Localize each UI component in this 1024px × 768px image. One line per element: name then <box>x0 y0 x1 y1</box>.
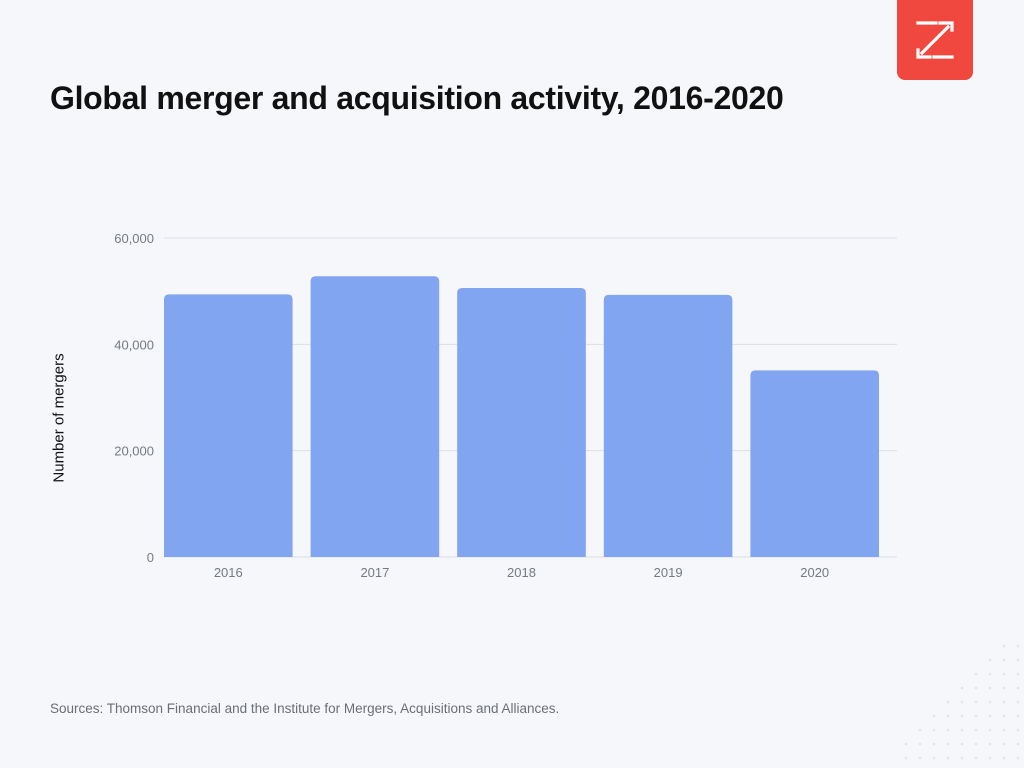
z-arrows-logo-icon <box>916 21 954 59</box>
decorative-dot <box>946 728 950 732</box>
decorative-dot <box>974 714 978 718</box>
x-tick-label: 2019 <box>654 565 683 580</box>
decorative-dot <box>988 672 992 676</box>
x-tick-label: 2016 <box>214 565 243 580</box>
decorative-dot <box>960 714 964 718</box>
decorative-dot <box>946 700 950 704</box>
bar <box>750 370 879 557</box>
decorative-dot <box>988 728 992 732</box>
decorative-dot <box>974 756 978 760</box>
decorative-dot <box>1002 658 1006 662</box>
decorative-dot <box>988 686 992 690</box>
decorative-dot <box>1016 658 1020 662</box>
source-note: Sources: Thomson Financial and the Insti… <box>50 701 560 716</box>
decorative-dot <box>946 714 950 718</box>
decorative-dot <box>960 756 964 760</box>
bar <box>457 287 586 557</box>
decorative-dot <box>1002 714 1006 718</box>
decorative-dot <box>918 742 922 746</box>
decorative-dot <box>918 756 922 760</box>
decorative-dot <box>960 686 964 690</box>
decorative-dot <box>1016 644 1020 648</box>
decorative-dot <box>904 756 908 760</box>
decorative-dot <box>1002 742 1006 746</box>
x-tick-label: 2018 <box>507 565 536 580</box>
decorative-dot <box>1016 756 1020 760</box>
decorative-dot <box>988 658 992 662</box>
bar <box>310 276 440 557</box>
decorative-dot <box>946 756 950 760</box>
decorative-dot <box>1016 700 1020 704</box>
decorative-dot <box>904 742 908 746</box>
y-tick-label: 60,000 <box>114 231 154 246</box>
x-tick-label: 2020 <box>800 565 829 580</box>
decorative-dot <box>1016 714 1020 718</box>
chart-title: Global merger and acquisition activity, … <box>50 80 784 116</box>
decorative-dot <box>1016 672 1020 676</box>
decorative-dot <box>1002 644 1006 648</box>
decorative-dot <box>1002 672 1006 676</box>
decorative-dot <box>932 742 936 746</box>
decorative-dot <box>960 700 964 704</box>
decorative-dot <box>1002 700 1006 704</box>
decorative-dot <box>1016 742 1020 746</box>
decorative-dot <box>974 686 978 690</box>
decorative-dot <box>974 700 978 704</box>
decorative-dot-pattern <box>904 644 1020 760</box>
decorative-dot <box>974 742 978 746</box>
decorative-dot <box>988 714 992 718</box>
decorative-dot <box>946 742 950 746</box>
decorative-dot <box>918 728 922 732</box>
decorative-dot <box>1016 728 1020 732</box>
decorative-dot <box>960 742 964 746</box>
decorative-dot <box>932 714 936 718</box>
decorative-dot <box>988 756 992 760</box>
decorative-dot <box>1002 728 1006 732</box>
y-tick-label: 20,000 <box>114 444 154 459</box>
decorative-dot <box>988 700 992 704</box>
decorative-dot <box>1002 756 1006 760</box>
decorative-dot <box>974 672 978 676</box>
decorative-dot <box>988 742 992 746</box>
decorative-dot <box>974 728 978 732</box>
y-tick-label: 40,000 <box>114 337 154 352</box>
decorative-dot <box>1002 686 1006 690</box>
bar <box>164 294 293 557</box>
decorative-dot <box>932 756 936 760</box>
bar <box>603 294 733 557</box>
decorative-dot <box>960 728 964 732</box>
logo-badge <box>897 0 973 80</box>
decorative-dot <box>1016 686 1020 690</box>
decorative-dot <box>932 728 936 732</box>
y-tick-label: 0 <box>147 550 154 565</box>
x-tick-label: 2017 <box>360 565 389 580</box>
